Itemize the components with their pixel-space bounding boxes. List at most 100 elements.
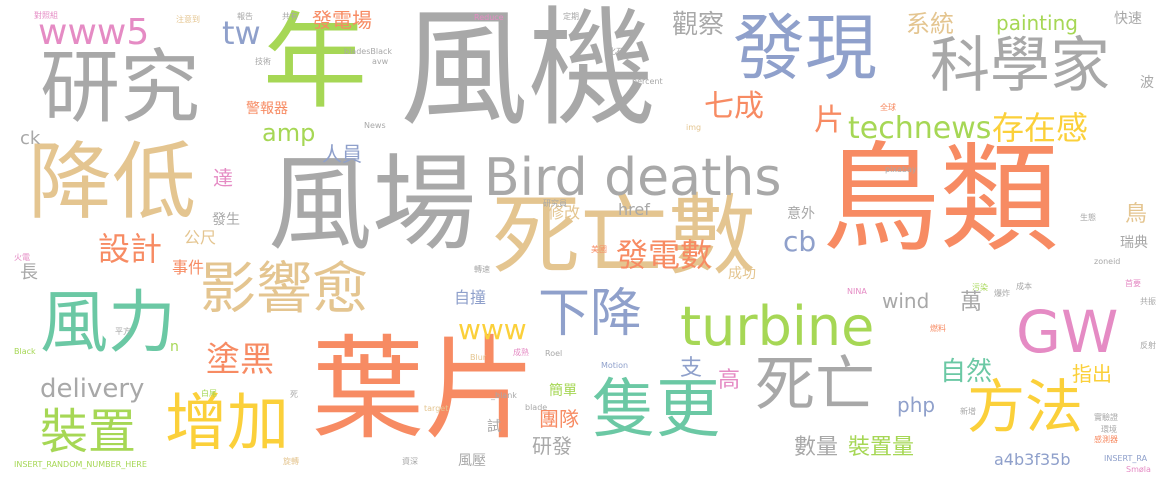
word: 公尺	[184, 228, 217, 247]
word: News	[364, 121, 386, 130]
word: 影響愈	[200, 257, 368, 322]
word: php	[897, 393, 936, 417]
word: Blur	[470, 353, 487, 362]
word: 研發	[532, 434, 572, 458]
word: 研究	[40, 41, 200, 134]
word: 設計	[98, 230, 163, 268]
word: 技術	[255, 57, 271, 66]
word: 共有	[282, 12, 298, 21]
word: a4b3f35b	[994, 450, 1071, 469]
word: 瑞典	[1120, 235, 1148, 251]
word: turbine	[680, 295, 875, 358]
word: 裝置	[40, 404, 137, 460]
word: 爆炸	[994, 289, 1010, 298]
word: img	[686, 123, 702, 132]
word: 成熟	[513, 348, 529, 357]
word: 片	[814, 103, 844, 138]
word: 存在感	[992, 109, 1089, 147]
word: blade	[525, 403, 548, 412]
word: 注意到	[176, 15, 200, 24]
word: 火電	[14, 253, 30, 262]
word: 方法	[967, 373, 1084, 441]
word: pixabay	[885, 165, 917, 174]
word: 降低	[28, 133, 197, 231]
word: Motion	[601, 361, 629, 370]
word: 事件	[172, 258, 205, 277]
word: 支	[680, 356, 703, 381]
word: 人員	[322, 142, 362, 166]
word: 裝置量	[848, 435, 915, 460]
word: 成功	[728, 266, 756, 282]
word: technews	[848, 111, 992, 146]
word: 共振	[1140, 297, 1156, 306]
word: 死亡數	[492, 184, 757, 287]
word: Black	[14, 347, 36, 356]
word: 快速	[1114, 11, 1142, 27]
word: 鳥	[1125, 202, 1148, 227]
word: ck	[20, 128, 41, 149]
word: 生態	[1080, 213, 1096, 222]
word: 定期	[563, 12, 579, 21]
word: 達	[213, 166, 233, 190]
word: 發電數	[616, 236, 713, 274]
word: 指出	[1072, 362, 1112, 386]
word: 燃料	[930, 324, 946, 333]
word: 修改	[548, 203, 581, 222]
word: www	[458, 313, 527, 346]
word: 風場	[268, 143, 477, 265]
word: Roel	[545, 349, 563, 358]
word: 發生	[212, 212, 240, 228]
word: 增加	[165, 386, 290, 459]
word: 波	[1140, 75, 1154, 91]
word: 意外	[787, 206, 815, 222]
word: 白尾	[201, 389, 217, 398]
word: INSERT_RA	[1104, 454, 1148, 463]
word: painting	[996, 11, 1078, 35]
word: 塗黑	[206, 340, 274, 380]
word: 風力	[40, 284, 177, 363]
word: 鳥類	[822, 130, 1059, 268]
word: 發電場	[312, 8, 372, 32]
word: 成本	[1016, 282, 1032, 291]
word: 死亡	[755, 350, 875, 420]
word: Smøla	[1126, 465, 1151, 474]
word: 反射	[1140, 341, 1156, 350]
word: www5	[38, 12, 150, 53]
word: bladesBlack	[344, 47, 393, 56]
word: INSERT_RANDOM_NUMBER_HERE	[14, 460, 147, 469]
word: 化石	[608, 47, 624, 56]
word: 自撞	[454, 288, 487, 307]
word: 科學家	[930, 31, 1110, 101]
word: 高	[718, 368, 741, 393]
word: 對照組	[34, 11, 58, 20]
word: 實驗證	[1094, 413, 1118, 422]
word: 美國	[591, 245, 607, 254]
word: tw	[222, 14, 261, 52]
word: 葉片	[312, 325, 536, 455]
word: 下降	[538, 284, 643, 344]
word: 風機	[400, 0, 657, 144]
word: amp	[262, 119, 316, 147]
word: 隻更	[592, 373, 720, 447]
word: NINA	[847, 287, 867, 296]
word: delivery	[40, 374, 145, 404]
word: 新增	[960, 407, 976, 416]
word: n	[170, 339, 179, 355]
word: zoneid	[1094, 257, 1121, 266]
word: 數量	[794, 435, 839, 460]
word: _blank	[491, 391, 517, 400]
word: 簡單	[549, 383, 577, 399]
word: 警報器	[246, 101, 288, 117]
word: href	[618, 200, 650, 219]
word: avw	[372, 57, 389, 66]
word: 試	[487, 419, 501, 435]
word: 風壓	[458, 453, 486, 469]
word: wind	[882, 289, 930, 313]
word: 轉速	[474, 265, 490, 274]
word: 報告	[237, 12, 253, 21]
word: 研究員	[543, 199, 567, 208]
word: 感測器	[1094, 435, 1118, 444]
word: 環境	[1101, 425, 1117, 434]
word: 發現	[733, 6, 878, 90]
